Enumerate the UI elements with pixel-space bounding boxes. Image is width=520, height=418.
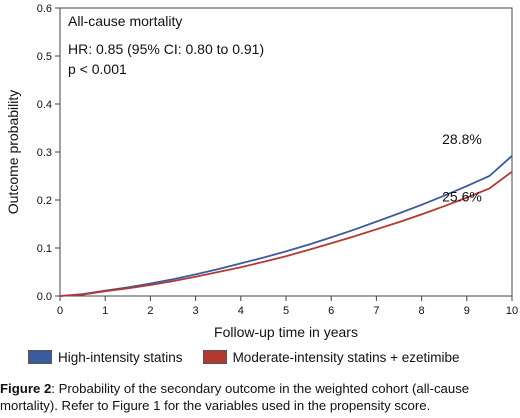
x-tick-label: 2 [147,305,153,317]
end-labels: 28.8% 25.6% [442,131,482,205]
x-tick-label: 10 [506,305,518,317]
y-tick-label: 0.5 [37,51,52,63]
legend-swatch-moderate-intensity [202,350,227,364]
legend-swatch-high-intensity [28,350,52,364]
x-tick-label: 9 [464,305,470,317]
y-tick-label: 0.3 [37,147,52,159]
series-end-label-1: 25.6% [442,189,482,205]
figure-caption-label: Figure 2 [0,381,52,396]
y-tick-label: 0.4 [37,99,52,111]
x-tick-label: 1 [102,305,108,317]
legend-label-high-intensity: High-intensity statins [58,349,183,365]
x-axis-label: Follow-up time in years [214,324,358,340]
p-value-annotation: p < 0.001 [68,61,127,77]
y-tick-label: 0.6 [37,3,52,15]
series-line-0 [59,155,513,297]
legend: High-intensity statins Moderate-intensit… [28,346,508,368]
figure-caption-text: : Probability of the secondary outcome i… [0,381,470,413]
y-tick-label: 0.0 [37,291,52,303]
legend-item-high-intensity: High-intensity statins [28,350,183,365]
x-tick-label: 4 [238,305,244,317]
x-tick-label: 3 [193,305,199,317]
panel-title: All-cause mortality [68,13,182,29]
figure-caption: Figure 2: Probability of the secondary o… [0,380,516,414]
series-line-1 [59,170,513,297]
y-axis-label: Outcome probability [5,90,21,215]
series-lines [59,155,513,297]
x-tick-label: 5 [283,305,289,317]
x-tick-label: 7 [373,305,379,317]
hazard-ratio-annotation: HR: 0.85 (95% CI: 0.80 to 0.91) [68,41,264,57]
survival-chart: 0.0 0.1 0.2 0.3 0.4 0.5 0.6 0 1 2 3 4 5 6 7 8 9 10 28.8%… [5,3,518,340]
series-end-label-0: 28.8% [442,131,482,147]
x-tick-label: 0 [57,305,63,317]
x-axis: 0 1 2 3 4 5 6 7 8 9 10 [57,296,518,317]
x-tick-label: 8 [419,305,425,317]
y-tick-label: 0.2 [37,195,52,207]
legend-label-moderate-intensity: Moderate-intensity statins + ezetimibe [232,349,460,365]
x-tick-label: 6 [328,305,334,317]
y-axis: 0.0 0.1 0.2 0.3 0.4 0.5 0.6 [37,3,60,303]
legend-item-moderate-intensity: Moderate-intensity statins + ezetimibe [202,349,460,365]
y-tick-label: 0.1 [37,243,52,255]
